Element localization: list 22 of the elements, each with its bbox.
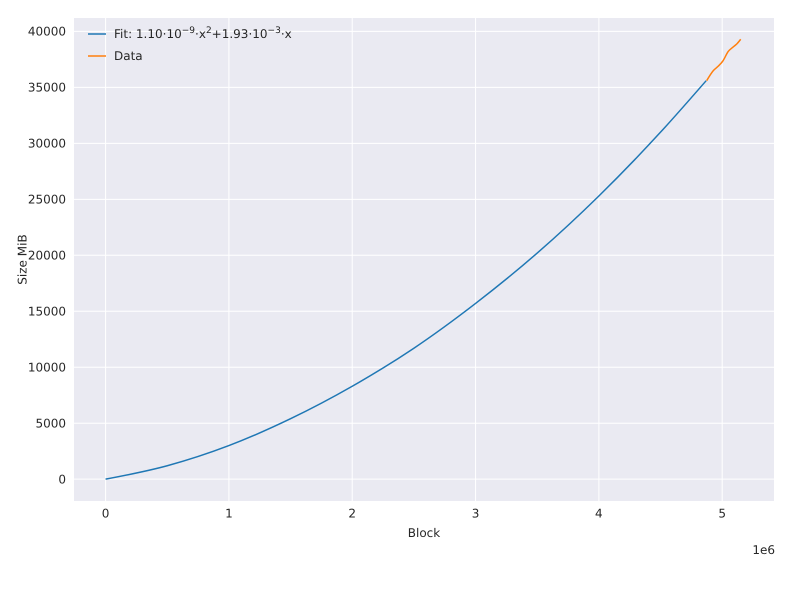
y-tick-label: 35000 bbox=[28, 80, 66, 95]
y-tick-label: 15000 bbox=[28, 304, 66, 319]
line-series bbox=[104, 80, 707, 480]
x-tick-label: 1 bbox=[225, 506, 233, 521]
y-tick-label: 30000 bbox=[28, 136, 66, 151]
x-tick-label: 0 bbox=[102, 506, 110, 521]
y-tick-label: 20000 bbox=[28, 248, 66, 263]
y-tick-label: 5000 bbox=[35, 416, 66, 430]
y-axis-title: Size MiB bbox=[15, 234, 30, 285]
x-tick-label: 5 bbox=[718, 506, 726, 521]
legend-label: Fit: 1.10·10$^{−9}$·x$^{2}$+1.93·10$^{−3}$·x bbox=[114, 26, 292, 41]
y-tick-label: 0 bbox=[58, 472, 66, 486]
y-tick-label: 40000 bbox=[28, 24, 66, 39]
y-tick-label: 25000 bbox=[28, 192, 66, 207]
y-tick-label: 10000 bbox=[28, 360, 66, 374]
legend-label: Data bbox=[114, 49, 143, 63]
x-tick-label: 3 bbox=[472, 506, 480, 521]
x-axis-title: Block bbox=[408, 526, 440, 540]
line-series bbox=[706, 38, 742, 82]
x-tick-label: 4 bbox=[595, 506, 603, 521]
text: 1e6 bbox=[752, 543, 775, 557]
x-tick-label: 2 bbox=[348, 506, 356, 521]
